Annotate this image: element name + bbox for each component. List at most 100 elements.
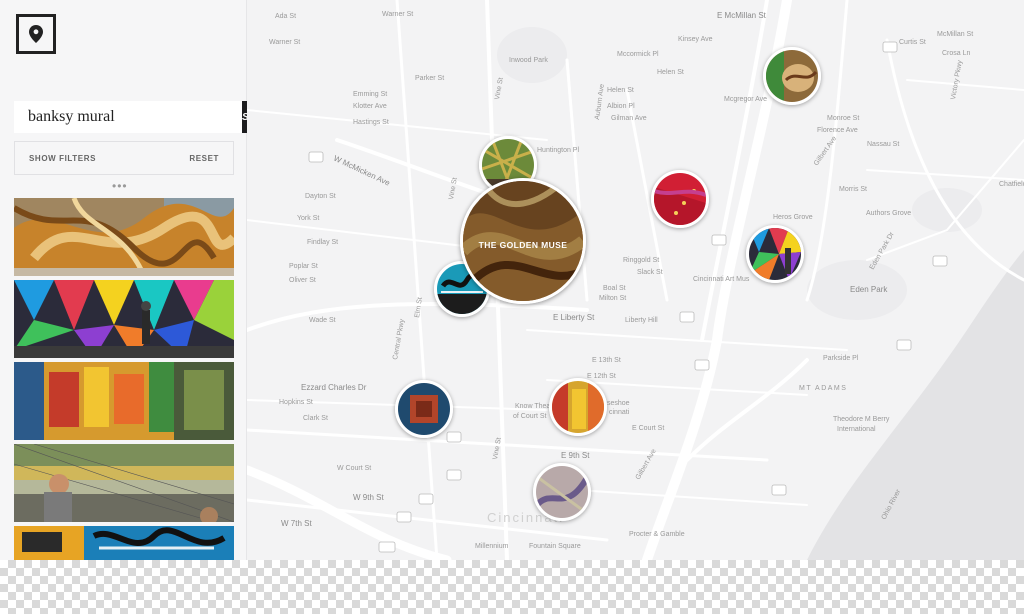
map-label: Findlay St bbox=[307, 239, 338, 246]
map-label: Vine St bbox=[448, 177, 459, 200]
map-label: Klotter Ave bbox=[353, 103, 387, 110]
mural-image bbox=[766, 50, 818, 102]
map-pin-logo-icon[interactable] bbox=[16, 14, 56, 54]
map-label: Liberty Hill bbox=[625, 317, 658, 324]
mural-image bbox=[536, 466, 588, 518]
map-photo-pin[interactable] bbox=[746, 225, 804, 283]
map-label: Cincinnati Art Mus bbox=[693, 276, 750, 283]
map-label: E McMillan St bbox=[717, 11, 767, 20]
map-label: Boal St bbox=[603, 285, 626, 292]
sidebar: SEARCH SHOW FILTERS RESET ••• bbox=[0, 0, 302, 563]
mural-image bbox=[463, 181, 583, 301]
map-label: MT ADAMS bbox=[799, 385, 847, 392]
map-label: Inwood Park bbox=[509, 57, 548, 64]
map-label: E Court St bbox=[632, 425, 664, 432]
map-photo-pin[interactable] bbox=[651, 170, 709, 228]
reset-button[interactable]: RESET bbox=[189, 153, 219, 163]
map-label: of Court St bbox=[513, 413, 547, 420]
map[interactable]: E McMillan St Inwood Park Warner St Ada … bbox=[247, 0, 1024, 560]
map-label: Theodore M Berry bbox=[833, 416, 890, 423]
map-label: seshoe bbox=[607, 400, 630, 407]
map-label: Dayton St bbox=[305, 193, 336, 200]
map-label: Know Thea bbox=[515, 403, 550, 410]
map-label: Oliver St bbox=[289, 277, 316, 284]
map-label: Ezzard Charles Dr bbox=[301, 383, 367, 392]
map-label: Auburn Ave bbox=[594, 83, 606, 120]
map-label: E 9th St bbox=[561, 451, 590, 460]
search-input[interactable] bbox=[14, 101, 242, 133]
mural-image bbox=[552, 381, 604, 433]
map-label: E 12th St bbox=[587, 373, 616, 380]
map-label: Hopkins St bbox=[279, 399, 313, 406]
map-label: W 7th St bbox=[281, 519, 312, 528]
map-label: Wade St bbox=[309, 317, 336, 324]
result-thumbnail[interactable] bbox=[14, 444, 234, 522]
map-pin-icon bbox=[29, 25, 43, 43]
map-label: Milton St bbox=[599, 295, 626, 302]
map-label: Morris St bbox=[839, 186, 867, 193]
result-thumbnail[interactable] bbox=[14, 362, 234, 440]
map-label: Poplar St bbox=[289, 263, 318, 270]
map-photo-pin[interactable] bbox=[549, 378, 607, 436]
map-label: Chatfield Mem bbox=[999, 181, 1024, 188]
map-label: International bbox=[837, 426, 876, 433]
map-label: Heros Grove bbox=[773, 214, 813, 221]
map-label: W 9th St bbox=[353, 493, 384, 502]
more-dots-icon[interactable]: ••• bbox=[112, 179, 128, 193]
mural-image bbox=[14, 198, 234, 276]
map-label: E Liberty St bbox=[553, 313, 595, 322]
map-label: Elm St bbox=[414, 297, 424, 318]
map-photo-pin[interactable] bbox=[533, 463, 591, 521]
map-label: Albion Pl bbox=[607, 103, 635, 110]
map-label: Hastings St bbox=[353, 119, 389, 126]
search-bar: SEARCH bbox=[14, 101, 302, 133]
map-label: E 13th St bbox=[592, 357, 621, 364]
map-label: Parkside Pl bbox=[823, 355, 859, 362]
map-label: Fountain Square bbox=[529, 543, 581, 550]
map-label: Helen St bbox=[657, 69, 684, 76]
map-label: Millennium bbox=[475, 543, 509, 550]
map-label: Ringgold St bbox=[623, 257, 659, 264]
map-label: Nassau St bbox=[867, 141, 899, 148]
mural-image bbox=[654, 173, 706, 225]
mural-image bbox=[14, 444, 234, 522]
map-label: Kinsey Ave bbox=[678, 36, 713, 43]
map-label: Warner St bbox=[382, 11, 413, 18]
selected-map-pin[interactable]: THE GOLDEN MUSE bbox=[460, 178, 586, 304]
map-photo-pin[interactable] bbox=[763, 47, 821, 105]
transparent-area bbox=[0, 560, 1024, 614]
map-label: Huntington Pl bbox=[537, 147, 579, 154]
result-thumbnail[interactable] bbox=[14, 526, 234, 563]
map-label: Eden Park bbox=[850, 285, 888, 294]
map-label: Mccormick Pl bbox=[617, 51, 659, 58]
mural-image bbox=[14, 280, 234, 358]
map-base: E McMillan St Inwood Park Warner St Ada … bbox=[247, 0, 1024, 560]
map-pin-icon bbox=[463, 181, 483, 207]
map-label: Ada St bbox=[275, 13, 296, 20]
map-label: McMillan St bbox=[937, 31, 973, 38]
filter-bar: SHOW FILTERS RESET bbox=[14, 141, 234, 175]
map-label: Mcgregor Ave bbox=[724, 96, 767, 103]
map-label: York St bbox=[297, 215, 319, 222]
map-label: Slack St bbox=[637, 269, 663, 276]
show-filters-button[interactable]: SHOW FILTERS bbox=[29, 153, 97, 163]
mural-image bbox=[14, 362, 234, 440]
result-thumbnail[interactable] bbox=[14, 198, 234, 276]
map-label: Procter & Gamble bbox=[629, 531, 685, 538]
map-label: Florence Ave bbox=[817, 127, 858, 134]
map-label: Clark St bbox=[303, 415, 328, 422]
map-label: Vine St bbox=[494, 77, 505, 100]
result-thumbnail[interactable] bbox=[14, 280, 234, 358]
mural-image bbox=[398, 383, 450, 435]
map-label: Crosa Ln bbox=[942, 50, 971, 57]
map-label: Authors Grove bbox=[866, 210, 911, 217]
mural-image bbox=[749, 228, 801, 280]
map-label: Emming St bbox=[353, 91, 387, 98]
result-thumbnails bbox=[14, 198, 234, 567]
map-photo-pin[interactable] bbox=[395, 380, 453, 438]
map-label: cinnati bbox=[609, 409, 630, 416]
map-label: Warner St bbox=[269, 39, 300, 46]
map-label: Monroe St bbox=[827, 115, 859, 122]
selected-pin-title: THE GOLDEN MUSE bbox=[478, 240, 568, 250]
map-label: Helen St bbox=[607, 87, 634, 94]
